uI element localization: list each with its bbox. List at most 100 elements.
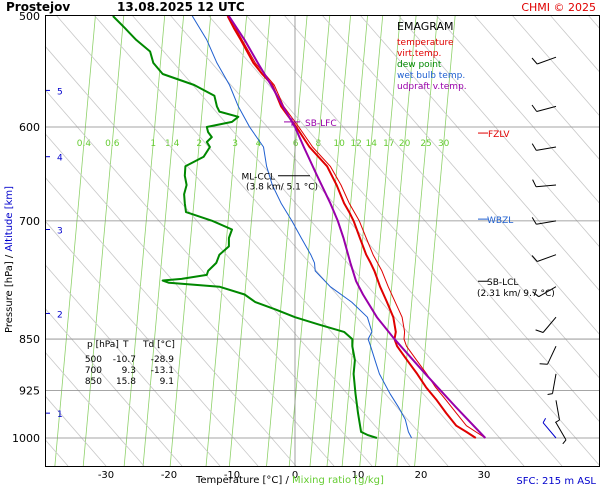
wind-barb-feather <box>532 179 537 188</box>
mixing-ratio-line <box>205 14 248 467</box>
plot-frame <box>45 15 600 467</box>
wind-barb-feather <box>542 418 547 423</box>
legend-item-virtual-temperature: virt.temp. <box>397 49 441 59</box>
wind-barb-feather <box>531 217 537 225</box>
source-label: CHMI © 2025 <box>521 1 596 14</box>
temperature-tick-label: -20 <box>161 470 177 481</box>
dry-adiabat-line <box>44 264 221 467</box>
legend-item-temperature: temperature <box>397 38 454 48</box>
wind-barb-feather <box>531 57 538 65</box>
legend-title: EMAGRAM <box>397 20 454 33</box>
mixing-ratio-tick-label: 2 <box>196 139 202 149</box>
pressure-tick-label: 1000 <box>12 432 40 445</box>
temperature-tick-label: -10 <box>224 470 240 481</box>
dry-adiabat-line <box>435 14 600 204</box>
table-header-p: p [hPa] <box>87 340 119 350</box>
pressure-tick-label: 850 <box>19 333 40 346</box>
wind-barb-shaft <box>537 56 557 65</box>
pressure-tick-label: 600 <box>19 121 40 134</box>
wind-barb-shaft <box>542 316 557 333</box>
wind-barb-shaft <box>536 220 557 225</box>
wind-barb-shaft <box>536 105 557 112</box>
wind-barb-feather <box>531 255 538 262</box>
mixing-ratio-tick-label: 17 <box>383 139 394 149</box>
wind-barb-feather <box>547 393 553 395</box>
mixing-ratio-tick-label: 10 <box>333 139 345 149</box>
mixing-ratio-line <box>123 14 166 467</box>
dry-adiabat-line <box>283 14 600 379</box>
temperature-tick-label: 30 <box>478 470 491 481</box>
profile-dew-point <box>112 15 378 439</box>
altitude-tick-label: 1 <box>57 410 63 420</box>
wind-barb-shaft <box>542 422 557 439</box>
temperature-tick-label: 0 <box>292 470 298 481</box>
wind-barb-shaft <box>536 184 557 188</box>
axes: 500 600 700 850 925 1000 -30 -20 -10 0 10 20 30 1 2 3 4 5 <box>12 10 490 481</box>
dry-adiabat-line <box>44 176 297 467</box>
mixing-ratio-tick-label: 0.4 <box>77 139 92 149</box>
mixing-ratio-tick-label: 0.6 <box>105 139 120 149</box>
sb-lcl-value: (2.31 km/ 9.7 °C) <box>477 289 555 299</box>
temperature-tick-label: 10 <box>352 470 365 481</box>
mixing-ratio-tick-label: 3 <box>232 139 238 149</box>
wind-barb-shaft <box>538 286 557 298</box>
x-axis-label: Temperature [°C] / Mixing ratio [g/kg] <box>195 475 384 486</box>
wind-barb-shaft <box>537 254 557 262</box>
profile-udpraft-v-temp <box>228 15 487 439</box>
wind-barb-shaft <box>547 345 557 365</box>
table-cell: 500 <box>85 355 102 365</box>
surface-elevation-label: SFC: 215 m ASL <box>516 476 596 487</box>
table-cell: 9.3 <box>122 366 136 376</box>
mixing-ratio-tick-label: 1 <box>150 139 156 149</box>
station-name: Prostejov <box>6 0 70 14</box>
temperature-tick-label: -30 <box>98 470 114 481</box>
y-axis-label: Pressure [hPa] / Altitude [km] <box>4 186 15 333</box>
altitude-tick-label: 2 <box>57 310 63 320</box>
table-header-td: Td [°C] <box>142 340 175 350</box>
dry-adiabat-line <box>473 14 600 161</box>
table-cell: -28.9 <box>151 355 175 365</box>
table-header-t: T <box>122 340 129 350</box>
mixing-ratio-tick-label: 25 <box>420 139 431 149</box>
pressure-tick-label: 925 <box>19 385 40 398</box>
wind-barb-feather <box>531 143 537 151</box>
mixing-ratio-tick-label: 20 <box>399 139 411 149</box>
table-cell: 15.8 <box>116 377 136 387</box>
legend-item-dew-point: dew point <box>397 60 442 70</box>
level-annotations: SB-LFC ML-CCL(3.8 km/ 5.1 °C) FZLV WBZL SB-L… <box>242 117 555 299</box>
mixing-ratio-line <box>341 14 384 467</box>
dry-adiabat-line <box>44 351 145 467</box>
fzlv-label: FZLV <box>488 130 510 140</box>
dry-adiabat-line <box>587 14 600 30</box>
dry-adiabat-line <box>245 14 600 423</box>
table-cell: 9.1 <box>160 377 174 387</box>
sb-lcl-label: SB-LCL <box>487 278 518 288</box>
wind-barb-feather <box>539 363 548 365</box>
dry-adiabat-line <box>44 308 183 467</box>
dry-adiabat-line <box>321 14 600 336</box>
sb-lfc-label: SB-LFC <box>305 119 337 129</box>
mixing-ratio-tick-label: 30 <box>438 139 450 149</box>
altitude-tick-label: 5 <box>57 87 63 97</box>
dry-adiabat-line <box>44 220 259 467</box>
table-cell: 850 <box>85 377 102 387</box>
sounding-profiles <box>112 15 487 439</box>
pressure-tick-label: 700 <box>19 215 40 228</box>
wind-barbs <box>531 56 567 445</box>
wbzl-label: WBZL <box>487 216 513 226</box>
ml-ccl-value: (3.8 km/ 5.1 °C) <box>246 183 318 193</box>
dry-adiabat-line <box>549 14 600 73</box>
wind-barb-feather <box>532 291 540 298</box>
datetime-label: 13.08.2025 12 UTC <box>117 0 245 14</box>
wind-barb-shaft <box>536 146 557 151</box>
dry-adiabat-line <box>44 395 107 467</box>
dry-adiabat-line <box>511 14 600 117</box>
mixing-ratio-tick-label: 1.4 <box>165 139 180 149</box>
dry-adiabat-line <box>55 14 449 467</box>
altitude-tick-label: 4 <box>57 154 63 164</box>
dry-adiabat-line <box>359 14 600 292</box>
wind-barb-shaft <box>552 373 557 394</box>
wind-barb-shaft <box>555 422 567 441</box>
temperature-tick-label: 20 <box>415 470 428 481</box>
